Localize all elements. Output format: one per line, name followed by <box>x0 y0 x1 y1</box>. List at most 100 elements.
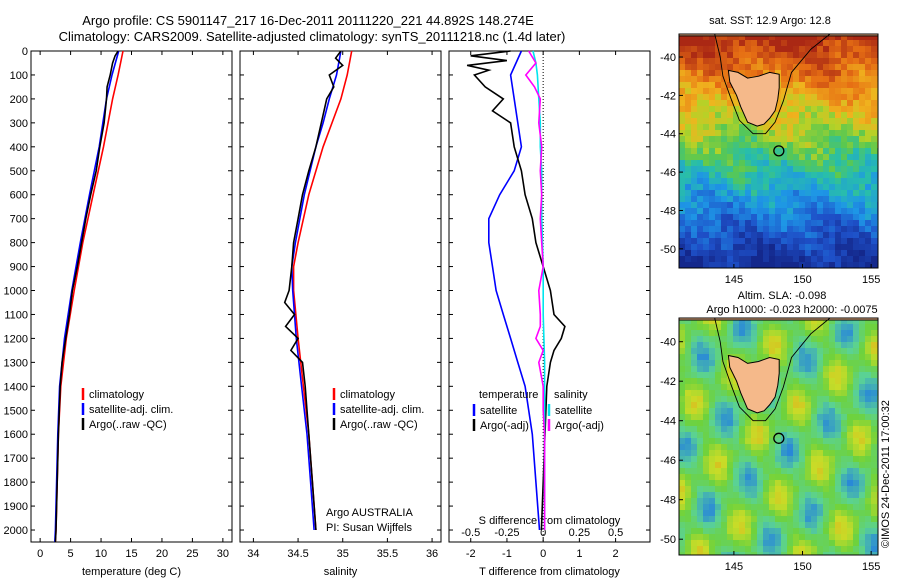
map-cell <box>703 432 709 438</box>
map-cell <box>733 256 739 262</box>
map-cell <box>733 426 739 432</box>
map-cell <box>769 342 775 348</box>
map-cell <box>847 552 853 555</box>
map-cell <box>853 88 859 94</box>
map-cell <box>721 534 727 540</box>
map-cell <box>805 390 811 396</box>
map-cell <box>685 330 691 336</box>
map-cell <box>841 480 847 486</box>
map-cell <box>703 220 709 226</box>
map-cell <box>811 100 817 106</box>
map-cell <box>727 58 733 64</box>
map-cell <box>703 366 709 372</box>
map-cell <box>823 528 829 534</box>
map-cell <box>757 552 763 555</box>
map-cell <box>799 34 805 40</box>
map-cell <box>787 238 793 244</box>
map-cell <box>847 40 853 46</box>
map-cell <box>841 354 847 360</box>
map-cell <box>859 408 865 414</box>
map-cell <box>817 118 823 124</box>
map-cell <box>721 142 727 148</box>
map-cell <box>805 244 811 250</box>
map-frame <box>678 317 879 556</box>
map-cell <box>751 474 757 480</box>
map-cell <box>841 432 847 438</box>
map-cell <box>799 226 805 232</box>
map-cell <box>799 492 805 498</box>
map-cell <box>721 250 727 256</box>
map-cell <box>757 354 763 360</box>
map-cell <box>799 82 805 88</box>
map-cell <box>679 510 685 516</box>
map-cell <box>865 528 871 534</box>
map-cell <box>853 226 859 232</box>
map-cell <box>703 208 709 214</box>
map-cell <box>763 444 769 450</box>
map-cell <box>799 112 805 118</box>
map-cell <box>841 426 847 432</box>
map-cell <box>871 504 877 510</box>
map-cell <box>847 196 853 202</box>
map-cell <box>829 498 835 504</box>
map-cell <box>859 462 865 468</box>
map-cell <box>787 250 793 256</box>
map-cell <box>745 462 751 468</box>
map-cell <box>739 432 745 438</box>
map-cell <box>847 462 853 468</box>
map-cell <box>757 208 763 214</box>
map-cell <box>775 52 781 58</box>
map-cell <box>751 516 757 522</box>
map-cell <box>859 202 865 208</box>
map-cell <box>847 324 853 330</box>
map-cell <box>811 342 817 348</box>
map-cell <box>823 390 829 396</box>
map-cell <box>793 516 799 522</box>
map-cell <box>817 372 823 378</box>
map-cell <box>727 142 733 148</box>
map-cell <box>793 40 799 46</box>
map-cell <box>679 528 685 534</box>
map-cell <box>703 450 709 456</box>
map-cell <box>727 444 733 450</box>
map-cell <box>697 34 703 40</box>
map-cell <box>847 46 853 52</box>
map-cell <box>685 396 691 402</box>
map-cell <box>733 112 739 118</box>
map-cell <box>847 384 853 390</box>
map-cell <box>835 372 841 378</box>
map-cell <box>691 172 697 178</box>
map-cell <box>829 360 835 366</box>
map-cell <box>847 408 853 414</box>
map-cell <box>679 444 685 450</box>
map-cell <box>685 178 691 184</box>
map-cell <box>865 64 871 70</box>
map-cell <box>805 166 811 172</box>
map-cell <box>733 318 739 324</box>
map-cell <box>757 438 763 444</box>
sla-map-subtitle: Argo h1000: -0.023 h2000: -0.0075 <box>706 304 878 316</box>
map-cell <box>793 214 799 220</box>
map-cell <box>757 154 763 160</box>
map-cell <box>805 232 811 238</box>
map-cell <box>721 516 727 522</box>
map-cell <box>853 70 859 76</box>
map-cell <box>805 528 811 534</box>
map-cell <box>709 64 715 70</box>
map-cell <box>823 342 829 348</box>
map-cell <box>775 330 781 336</box>
map-cell <box>805 396 811 402</box>
map-cell <box>739 46 745 52</box>
depth-tick-label: 500 <box>10 166 28 178</box>
map-cell <box>697 256 703 262</box>
map-cell <box>787 136 793 142</box>
map-cell <box>775 546 781 552</box>
map-cell <box>835 130 841 136</box>
map-cell <box>709 396 715 402</box>
map-cell <box>733 456 739 462</box>
map-cell <box>853 492 859 498</box>
map-cell <box>859 342 865 348</box>
map-cell <box>709 34 715 40</box>
map-cell <box>811 360 817 366</box>
map-cell <box>865 396 871 402</box>
